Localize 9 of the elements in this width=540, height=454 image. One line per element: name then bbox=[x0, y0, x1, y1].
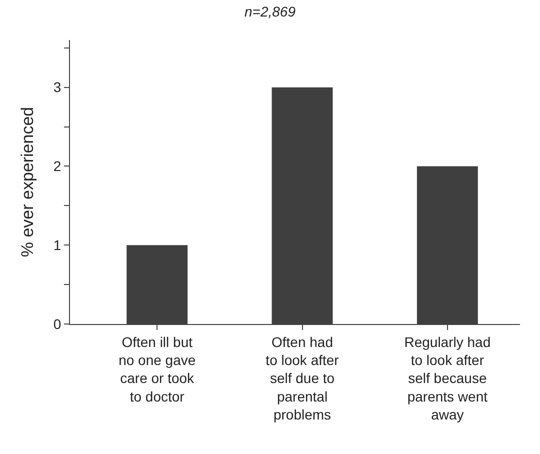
y-tick-label: 3 bbox=[53, 79, 62, 96]
x-tick-label: Regularly had to look after self because parents went away bbox=[404, 334, 491, 423]
y-tick-label: 2 bbox=[53, 158, 62, 174]
y-tick-label: 0 bbox=[53, 316, 62, 332]
x-tick-label: Often ill but no one gave care or took to doctor bbox=[118, 334, 196, 404]
y-axis-title: % ever experienced bbox=[18, 106, 37, 258]
x-tick-label: Often had to look after self due to parental problems bbox=[266, 334, 340, 423]
y-tick-label: 1 bbox=[53, 237, 62, 254]
chart-title: n=2,869 bbox=[244, 4, 296, 20]
